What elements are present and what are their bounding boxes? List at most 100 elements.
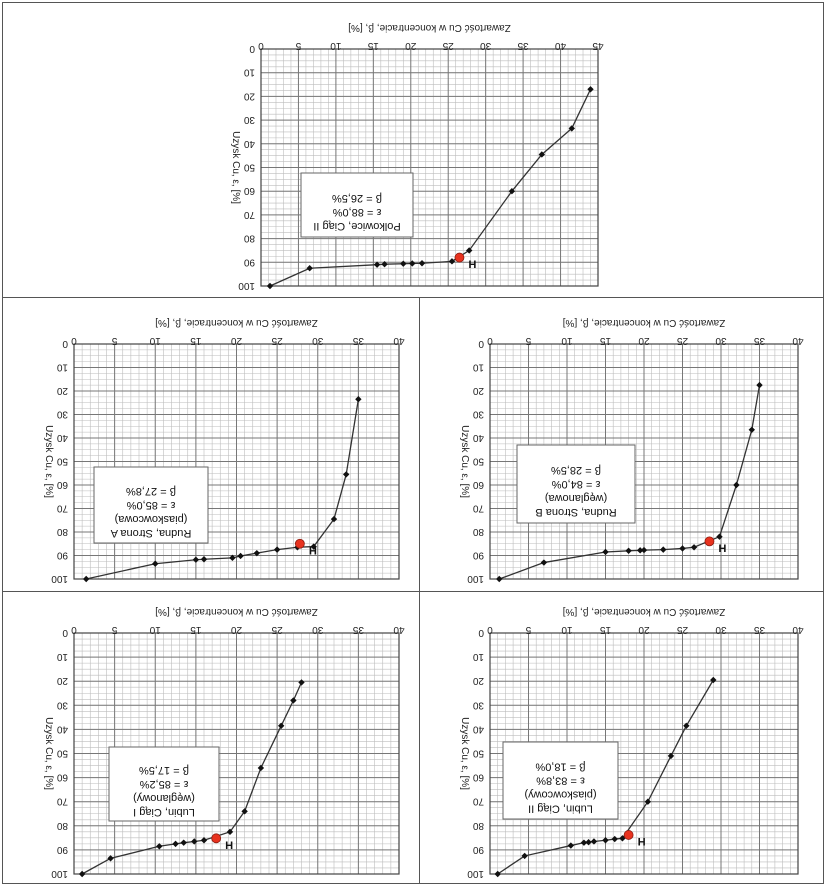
y-tick-label: 10 [472,651,484,662]
y-tick-label: 10 [243,67,255,78]
y-tick-label: 100 [51,868,68,879]
data-point [290,697,297,704]
y-tick-label: 40 [243,138,255,149]
data-point [538,151,546,158]
x-tick-label: 20 [405,40,417,51]
data-point [640,546,648,554]
y-tick-label: 10 [56,651,68,662]
data-point [381,260,388,268]
plot-frame [489,632,799,875]
x-tick-label: 20 [638,335,650,346]
x-tick-label: 30 [715,624,727,635]
y-tick-label: 20 [472,675,484,686]
highlight-point [454,252,465,263]
x-tick-label: 25 [677,624,689,635]
info-box [502,741,619,820]
x-tick-label: 10 [330,40,342,51]
y-tick-label: 70 [243,209,255,220]
y-tick-label: 30 [243,114,255,125]
data-point [342,471,350,478]
y-tick-label: 90 [243,256,255,267]
y-tick-label: 50 [472,456,484,467]
chart-polkowice-ciag-ii: 0 5 10 15 20 25 30 35 40 45 0 10 20 30 40 50 60 70 80 90 100… [230,22,604,291]
x-tick-label: 15 [600,335,612,346]
data-point [180,839,187,846]
x-tick-label: 0 [71,624,77,635]
y-tick-label: 80 [472,820,484,831]
highlight-label: H [225,838,233,850]
x-tick-label: 10 [561,624,573,635]
x-axis-title: Zawartość Cu w koncentracie, β, [%] [563,606,726,617]
y-tick-label: 80 [56,820,68,831]
data-point [602,837,609,844]
y-tick-label: 50 [243,162,255,173]
x-tick-label: 35 [352,335,364,346]
x-axis-title: Zawartość Cu w koncentracie, β, [%] [155,317,318,328]
info-box-line: (węglanowa) [545,492,607,504]
data-point [409,260,416,267]
info-box-line: β = 26,5% [332,192,382,204]
highlight-label: H [718,541,726,553]
x-tick-label: 30 [715,335,727,346]
y-tick-label: 10 [472,362,484,373]
y-tick-label: 70 [472,503,484,514]
highlight-label: H [468,258,476,270]
data-point [465,247,473,254]
info-box-line: β = 27,8% [126,485,176,497]
y-axis-title: Uzysk Cu, ε, [%] [459,425,470,498]
data-point [152,560,159,567]
data-point [733,481,740,489]
x-tick-label: 20 [638,624,650,635]
x-tick-label: 20 [231,624,243,635]
y-tick-label: 50 [56,748,68,759]
chart-lubin-ciag-ii: 0 5 10 15 20 25 30 35 40 0 10 20 30 40 50 60 70 80 90 100 Za… [459,606,804,879]
chart-rudna-strona-b: 0 5 10 15 20 25 30 35 40 0 10 20 30 40 50 60 70 80 90 100 Za… [459,317,804,584]
info-box-line: ε = 84,0% [551,478,600,490]
info-box-line: β = 17,5% [139,764,189,776]
data-point [602,548,609,556]
panel-polkowice-ciag-ii: 0 5 10 15 20 25 30 35 40 45 0 10 20 30 40 50 60 70 80 90 100… [2,2,824,298]
highlight-label: H [638,835,646,847]
y-tick-label: 20 [472,385,484,396]
y-tick-label: 90 [56,844,68,855]
x-axis-title: Zawartość Cu w koncentracie, β, [%] [348,22,511,33]
data-point [200,837,208,844]
data-point [192,556,200,563]
data-point [625,547,632,554]
y-tick-label: 40 [472,723,484,734]
x-tick-label: 40 [393,624,405,635]
y-tick-label: 30 [56,699,68,710]
info-box-line: (węglanowy) [133,792,195,804]
data-point [567,842,575,849]
data-point [679,545,686,552]
data-point [418,260,426,267]
info-box-line: (piaskowcowa) [115,513,188,525]
y-tick-label: 100 [238,280,255,291]
x-tick-label: 30 [480,40,492,51]
plot-area [260,48,599,290]
plot-frame [489,343,799,580]
x-tick-label: 15 [367,40,379,51]
x-tick-label: 0 [258,40,264,51]
data-point [373,261,381,268]
x-tick-label: 5 [111,624,117,635]
plot-frame [260,48,599,287]
info-box [516,444,636,524]
x-tick-label: 25 [271,624,283,635]
data-point [82,575,90,583]
y-tick-label: 60 [472,772,484,783]
x-tick-label: 15 [600,624,612,635]
x-tick-label: 40 [792,624,804,635]
data-point [585,838,592,846]
x-tick-label: 15 [190,335,202,346]
y-tick-label: 20 [56,385,68,396]
y-tick-label: 50 [56,456,68,467]
y-tick-label: 30 [472,409,484,420]
info-box-line: Rudna, Strona A [110,527,191,539]
y-tick-label: 0 [478,338,484,349]
y-tick-label: 90 [56,550,68,561]
x-tick-label: 5 [525,624,531,635]
y-tick-label: 50 [472,748,484,759]
y-tick-label: 60 [56,772,68,783]
y-tick-label: 100 [467,868,484,879]
